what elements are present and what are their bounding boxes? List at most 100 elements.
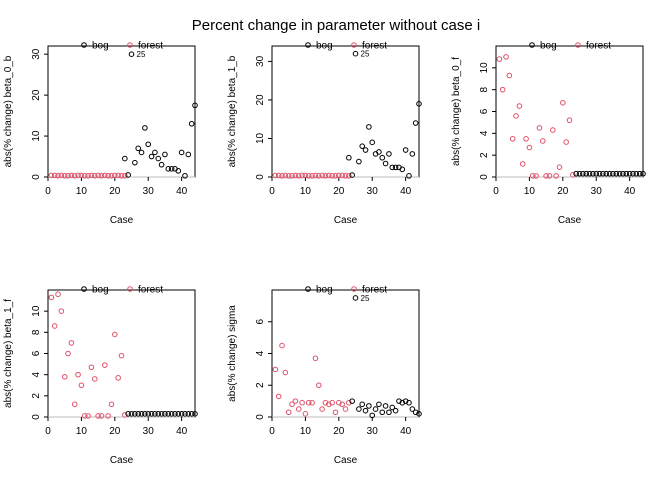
data-point-forest [279, 173, 285, 179]
data-point-bog [603, 170, 610, 177]
x-tick-label: 40 [176, 186, 188, 197]
data-point-forest [533, 173, 539, 179]
y-tick-label: 8 [479, 86, 490, 92]
data-point-forest [285, 409, 292, 416]
data-point-bog [366, 124, 372, 130]
data-point-forest [523, 135, 529, 142]
data-point-forest [61, 172, 68, 179]
y-tick-label: 0 [255, 414, 266, 420]
data-point-bog [188, 411, 195, 417]
legend-label-forest: forest [138, 41, 163, 52]
data-point-forest [546, 173, 553, 179]
legend-label-forest: forest [138, 285, 163, 296]
data-point-bog [162, 151, 168, 158]
data-point-bog [389, 164, 396, 171]
data-point-forest [285, 173, 292, 179]
legend-marker-bog [81, 286, 87, 292]
data-point-forest [305, 173, 312, 179]
data-point-forest [563, 139, 569, 145]
data-point-bog [148, 411, 155, 417]
legend-label-forest: forest [362, 41, 387, 52]
x-tick-label: 10 [300, 426, 312, 437]
data-point-bog [586, 170, 593, 177]
y-tick-label: 30 [31, 48, 42, 60]
data-point-forest [315, 382, 322, 389]
y-tick-label: 2 [31, 393, 42, 399]
data-point-bog [125, 172, 131, 178]
data-point-forest [289, 401, 295, 408]
data-point-forest [101, 362, 108, 368]
data-point-bog [620, 170, 626, 177]
y-tick-label: 6 [31, 350, 42, 356]
data-point-forest [118, 352, 125, 359]
y-tick-label: 4 [479, 130, 490, 136]
data-point-bog [132, 159, 138, 166]
data-point-bog [636, 170, 643, 177]
data-point-bog [573, 170, 579, 177]
panel-5: 0 10 20 30 40 0 2 4 6 Case abs(% change) sigma bog f… [227, 285, 422, 466]
legend-label-bog: bog [92, 41, 109, 52]
data-point-forest [506, 72, 513, 79]
data-point-bog [409, 406, 416, 412]
panel-3: 0 10 20 30 40 0 2 4 6 8 10 Case abs(% change) beta_0… [451, 41, 646, 226]
data-point-forest [108, 172, 115, 179]
data-point-bog [399, 166, 406, 173]
data-point-forest [48, 294, 55, 301]
data-point-bog [359, 143, 366, 149]
data-point-bog [135, 145, 142, 152]
x-tick-label: 20 [109, 186, 121, 197]
data-point-forest [55, 172, 61, 179]
data-point-bog [392, 407, 399, 414]
data-point-forest [95, 172, 101, 179]
data-point-forest [536, 125, 543, 131]
y-tick-label: 20 [31, 89, 42, 101]
y-tick-label: 10 [255, 132, 266, 144]
data-point-bog [633, 170, 640, 177]
data-point-forest [65, 172, 71, 179]
data-point-forest [105, 413, 111, 419]
data-point-forest [305, 399, 312, 406]
data-point-bog [580, 170, 586, 177]
data-point-forest [339, 172, 345, 179]
figure-title: Percent change in parameter without case… [192, 17, 481, 34]
data-point-bog [349, 172, 355, 178]
data-point-bog [600, 170, 606, 177]
data-point-forest [560, 99, 566, 106]
data-point-forest [272, 172, 279, 179]
data-point-forest [58, 308, 65, 314]
data-point-forest [309, 173, 315, 179]
data-point-forest [85, 172, 91, 179]
data-point-forest [332, 173, 339, 179]
legend-marker-forest [351, 42, 357, 48]
data-point-forest [339, 401, 345, 408]
data-point-forest [68, 340, 75, 346]
x-tick-label: 40 [400, 426, 412, 437]
data-point-forest [58, 172, 65, 179]
y-tick-label: 0 [31, 414, 42, 420]
data-point-forest [88, 172, 95, 179]
data-point-forest [78, 172, 85, 179]
data-point-forest [329, 173, 335, 179]
data-point-forest [85, 413, 91, 419]
data-point-forest [322, 173, 329, 179]
legend-marker-bog [529, 42, 535, 48]
data-point-forest [553, 173, 559, 179]
data-point-bog [178, 411, 185, 417]
data-point-forest [529, 173, 536, 179]
data-point-forest [112, 172, 118, 179]
x-tick-label: 20 [333, 426, 345, 437]
data-point-forest [98, 172, 105, 179]
y-tick-label: 10 [31, 130, 42, 142]
y-tick-label: 0 [255, 174, 266, 180]
data-point-forest [319, 172, 325, 179]
data-point-forest [509, 135, 516, 142]
y-axis-label: abs(% change) beta_0_b [3, 55, 14, 167]
data-point-bog [185, 411, 192, 417]
x-tick-label: 30 [367, 186, 379, 197]
x-tick-label: 10 [76, 426, 88, 437]
panel-1: 0 10 20 30 40 0 10 20 30 Case abs(% change) beta_0… [3, 41, 198, 226]
x-tick-label: 0 [45, 426, 51, 437]
data-point-bog [362, 147, 369, 153]
y-tick-label: 4 [31, 371, 42, 377]
